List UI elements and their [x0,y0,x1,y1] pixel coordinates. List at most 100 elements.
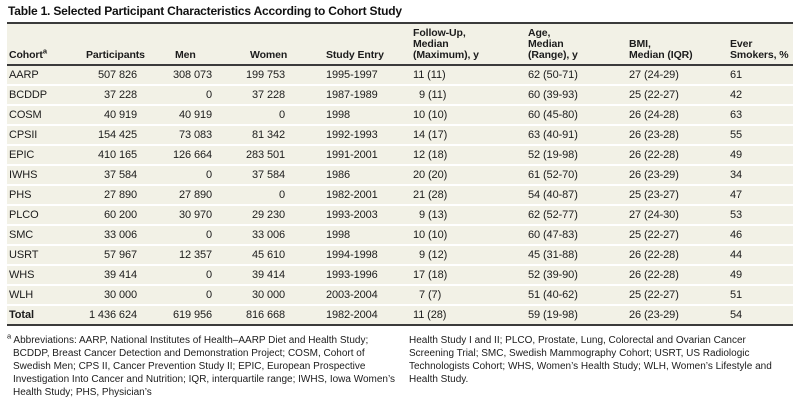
footnote-marker-a: a [7,331,12,341]
column-header-age: Age, Median (Range), y [520,23,620,66]
cell-cohort: BCDDP [7,85,83,106]
cell-bmi: 25 (22-27) [620,85,720,106]
cell-participants: 507 826 [83,65,146,86]
cell-cohort: PHS [7,185,83,206]
cell-men: 308 073 [146,65,222,86]
cell-bmi: 26 (23-28) [620,125,720,146]
cell-age: 63 (40-91) [520,125,620,146]
cell-smokers: 54 [720,305,793,326]
cell-women: 30 000 [222,285,295,306]
cell-followup: 7 (7) [405,285,520,306]
cell-women: 29 230 [222,205,295,226]
cohort-footnote-marker: a [42,46,47,56]
cell-bmi: 26 (22-28) [620,245,720,266]
cell-study-entry: 1993-2003 [295,205,405,226]
cell-bmi: 25 (23-27) [620,185,720,206]
cell-bmi: 26 (22-28) [620,265,720,286]
cell-men: 0 [146,265,222,286]
cell-men: 619 956 [146,305,222,326]
cell-bmi: 26 (23-29) [620,305,720,326]
cell-participants: 37 584 [83,165,146,186]
table-row: WLH 30 000 0 30 000 2003-2004 7 (7) 51 (40-62… [7,285,793,306]
cell-women: 37 228 [222,85,295,106]
cell-bmi: 26 (23-29) [620,165,720,186]
cell-participants: 60 200 [83,205,146,226]
column-header-ever-smokers: Ever Smokers, % [720,23,793,66]
cell-age: 62 (52-77) [520,205,620,226]
cell-bmi: 26 (22-28) [620,145,720,166]
table-row: SMC 33 006 0 33 006 1998 10 (10) 60 (47-83) 25 … [7,225,793,246]
cell-followup: 12 (18) [405,145,520,166]
column-header-followup: Follow-Up, Median (Maximum), y [405,23,520,66]
column-header-bmi: BMI, Median (IQR) [620,23,720,66]
cohort-characteristics-table: Cohorta Participants Men Women Study Ent… [7,22,793,326]
cell-followup: 21 (28) [405,185,520,206]
cell-followup: 10 (10) [405,105,520,126]
cell-followup: 9 (12) [405,245,520,266]
cell-study-entry: 1992-1993 [295,125,405,146]
cell-cohort: WLH [7,285,83,306]
table-row: EPIC 410 165 126 664 283 501 1991-2001 12 (18… [7,145,793,166]
cell-followup: 10 (10) [405,225,520,246]
cell-bmi: 27 (24-30) [620,205,720,226]
cell-study-entry: 1982-2001 [295,185,405,206]
footnote-col-left: a Abbreviations: AARP, National Institut… [7,331,399,399]
cell-smokers: 44 [720,245,793,266]
cell-participants: 410 165 [83,145,146,166]
cell-age: 52 (39-90) [520,265,620,286]
cell-participants: 27 890 [83,185,146,206]
cell-men: 126 664 [146,145,222,166]
cell-cohort: USRT [7,245,83,266]
cell-age: 45 (31-88) [520,245,620,266]
cell-women: 37 584 [222,165,295,186]
cell-smokers: 51 [720,285,793,306]
cell-smokers: 61 [720,65,793,86]
cell-cohort: EPIC [7,145,83,166]
cell-participants: 57 967 [83,245,146,266]
cell-age: 60 (39-93) [520,85,620,106]
footnote-text-left: Abbreviations: AARP, National Institutes… [13,335,396,398]
cell-study-entry: 1998 [295,225,405,246]
cell-participants: 30 000 [83,285,146,306]
cell-cohort: CPSII [7,125,83,146]
cell-women: 283 501 [222,145,295,166]
cell-cohort: COSM [7,105,83,126]
cell-study-entry: 1993-1996 [295,265,405,286]
table-row: USRT 57 967 12 357 45 610 1994-1998 9 (12) 45… [7,245,793,266]
cell-men: 12 357 [146,245,222,266]
cell-men: 27 890 [146,185,222,206]
cell-followup: 9 (13) [405,205,520,226]
table-row: IWHS 37 584 0 37 584 1986 20 (20) 61 (52-70) 26… [7,165,793,186]
cell-women: 816 668 [222,305,295,326]
column-header-cohort-label: Cohort [9,49,43,61]
table-row: COSM 40 919 40 919 0 1998 10 (10) 60 (45-80) 26… [7,105,793,126]
column-header-women: Women [222,23,295,66]
footnote-col-right: Health Study I and II; PLCO, Prostate, L… [409,335,772,385]
cell-study-entry: 1987-1989 [295,85,405,106]
column-header-study-entry: Study Entry [295,23,405,66]
cell-participants: 33 006 [83,225,146,246]
cell-age: 54 (40-87) [520,185,620,206]
cell-study-entry: 1995-1997 [295,65,405,86]
cell-followup: 20 (20) [405,165,520,186]
cell-smokers: 55 [720,125,793,146]
cell-age: 62 (50-71) [520,65,620,86]
cell-women: 81 342 [222,125,295,146]
cell-men: 0 [146,165,222,186]
cell-bmi: 26 (24-28) [620,105,720,126]
cell-smokers: 42 [720,85,793,106]
table-row: PLCO 60 200 30 970 29 230 1993-2003 9 (13) 62… [7,205,793,226]
cell-study-entry: 1982-2004 [295,305,405,326]
cell-men: 30 970 [146,205,222,226]
cell-study-entry: 1994-1998 [295,245,405,266]
cell-age: 60 (47-83) [520,225,620,246]
table-row: BCDDP 37 228 0 37 228 1987-1989 9 (11) 60 (39… [7,85,793,106]
cell-cohort: WHS [7,265,83,286]
cell-cohort: IWHS [7,165,83,186]
cell-bmi: 27 (24-29) [620,65,720,86]
cell-men: 0 [146,85,222,106]
column-header-men: Men [146,23,222,66]
cell-men: 0 [146,285,222,306]
table-row: PHS 27 890 27 890 0 1982-2001 21 (28) 54 (40-8… [7,185,793,206]
cell-men: 0 [146,225,222,246]
